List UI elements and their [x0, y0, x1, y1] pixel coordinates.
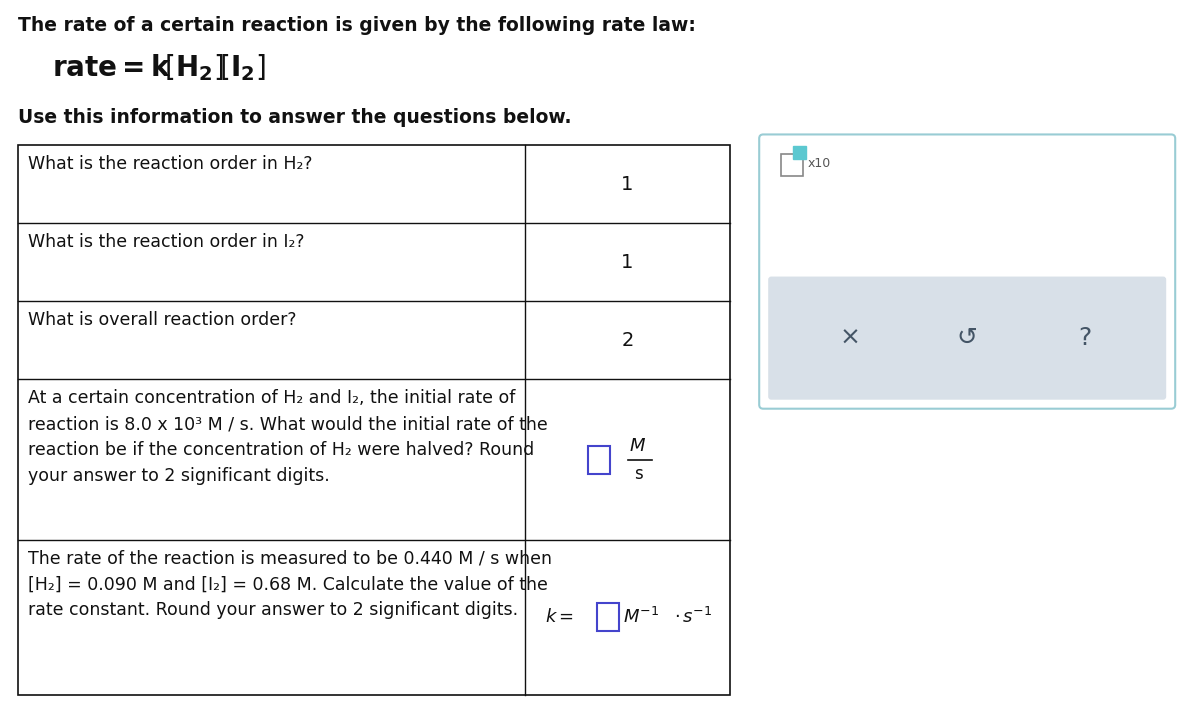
Text: ×: × [839, 326, 860, 350]
Bar [18, 145, 730, 695]
Text: What is the reaction order in I₂?: What is the reaction order in I₂? [28, 233, 305, 251]
Text: The rate of the reaction is measured to be 0.440 M / s when
[H₂] = 0.090 M and [: The rate of the reaction is measured to … [28, 550, 552, 619]
Bar [588, 446, 610, 474]
Text: $M^{-1}$: $M^{-1}$ [623, 607, 659, 628]
Text: M: M [630, 437, 646, 454]
Text: ?: ? [1078, 326, 1092, 350]
Bar [598, 604, 619, 631]
Text: The rate of a certain reaction is given by the following rate law:: The rate of a certain reaction is given … [18, 16, 696, 35]
Text: $k =$: $k =$ [545, 608, 574, 626]
Text: 2: 2 [622, 331, 634, 350]
Text: Use this information to answer the questions below.: Use this information to answer the quest… [18, 108, 571, 127]
Text: 1: 1 [622, 253, 634, 272]
Text: ↺: ↺ [956, 326, 978, 350]
Text: x10: x10 [808, 157, 830, 170]
Text: s: s [635, 464, 643, 483]
Text: rate$\mathbf{=k\!\left[H_2\right]\!\left[I_2\right]}$: rate$\mathbf{=k\!\left[H_2\right]\!\left… [52, 52, 265, 83]
Text: At a certain concentration of H₂ and I₂, the initial rate of
reaction is 8.0 x 1: At a certain concentration of H₂ and I₂,… [28, 389, 547, 484]
Bar [781, 155, 803, 177]
Text: 1: 1 [622, 175, 634, 194]
Text: What is the reaction order in H₂?: What is the reaction order in H₂? [28, 155, 312, 173]
FancyBboxPatch shape [768, 277, 1166, 400]
FancyBboxPatch shape [760, 134, 1175, 409]
Text: What is overall reaction order?: What is overall reaction order? [28, 311, 296, 329]
Bar [793, 146, 806, 158]
Text: $\cdot\,s^{-1}$: $\cdot\,s^{-1}$ [674, 607, 713, 628]
